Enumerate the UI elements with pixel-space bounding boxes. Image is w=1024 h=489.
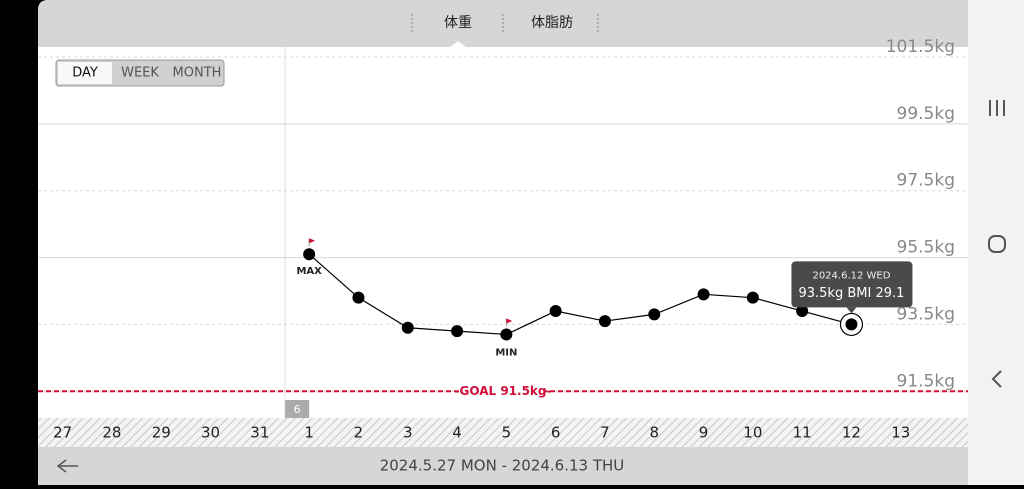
x-tick-label: 9 [699, 424, 709, 442]
x-tick-label: 13 [891, 424, 910, 442]
nav-back[interactable] [991, 370, 1002, 388]
x-tick-label: 11 [793, 424, 812, 442]
point [598, 315, 611, 328]
footer [38, 447, 968, 485]
point [500, 328, 513, 341]
point [845, 318, 858, 331]
tooltip-tip [846, 307, 857, 314]
point [648, 308, 661, 321]
app-body [38, 0, 968, 485]
range-button[interactable]: WEEK [121, 66, 159, 81]
range-active [58, 62, 112, 84]
y-tick-label: 99.5kg [897, 104, 956, 124]
x-tick-label: 12 [842, 424, 861, 442]
x-tick-label: 3 [403, 424, 413, 442]
x-tick-label: 30 [201, 424, 220, 442]
y-tick-label: 97.5kg [897, 171, 956, 191]
point [303, 248, 316, 261]
nav-home[interactable] [988, 235, 1006, 253]
x-tick-label: 27 [53, 424, 72, 442]
tooltip-text: 93.5kg BMI 29.1 [798, 286, 904, 301]
point-label: MIN [495, 347, 517, 358]
point [451, 325, 464, 338]
x-tick-label: 6 [551, 424, 561, 442]
date-range: 2024.5.27 MON - 2024.6.13 THU [380, 457, 625, 475]
month-marker-bg [285, 400, 310, 418]
y-tick-label: 93.5kg [897, 304, 956, 324]
point [549, 305, 562, 318]
tab[interactable]: 体脂肪 [531, 15, 573, 31]
nav-bar [968, 0, 1024, 485]
x-tick-label: 2 [354, 424, 364, 442]
point-label: MAX [296, 266, 322, 277]
tab[interactable]: 体重 [444, 15, 472, 31]
y-tick-label: 91.5kg [897, 371, 956, 391]
x-tick-label: 4 [452, 424, 462, 442]
point [796, 305, 809, 318]
x-tick-label: 10 [743, 424, 762, 442]
point [697, 288, 710, 301]
point [401, 321, 414, 334]
x-tick-label: 29 [152, 424, 171, 442]
left-edge [0, 0, 38, 485]
y-tick-label: 95.5kg [897, 238, 956, 258]
x-tick-label: 28 [102, 424, 121, 442]
x-tick-label: 7 [600, 424, 610, 442]
series-line [308, 253, 852, 336]
x-tick-label: 5 [502, 424, 512, 442]
range-button[interactable]: MONTH [173, 66, 222, 81]
month-marker: 6 [294, 403, 301, 416]
x-tick-label: 31 [250, 424, 269, 442]
nav-icons [988, 100, 1006, 388]
plot: 91.5kg 93.5kg 95.5kg 97.5kg 99.5kg 101.5kg -GO… [38, 37, 968, 418]
y-tick-label: 101.5kg [886, 37, 955, 57]
point [746, 291, 759, 304]
date-axis [38, 418, 968, 447]
point [352, 291, 365, 304]
tooltip-box [791, 261, 913, 308]
goal-label: -GOAL 91.5kg- [455, 384, 552, 398]
tab-pointer [450, 41, 466, 47]
flag [309, 238, 316, 244]
x-tick-label: 1 [304, 424, 314, 442]
tooltip-date: 2024.6.12 WED [812, 270, 890, 281]
flag [506, 318, 513, 324]
goal-label-bg [462, 383, 544, 400]
range-button[interactable]: DAY [72, 66, 98, 81]
x-tick-label: 8 [649, 424, 659, 442]
